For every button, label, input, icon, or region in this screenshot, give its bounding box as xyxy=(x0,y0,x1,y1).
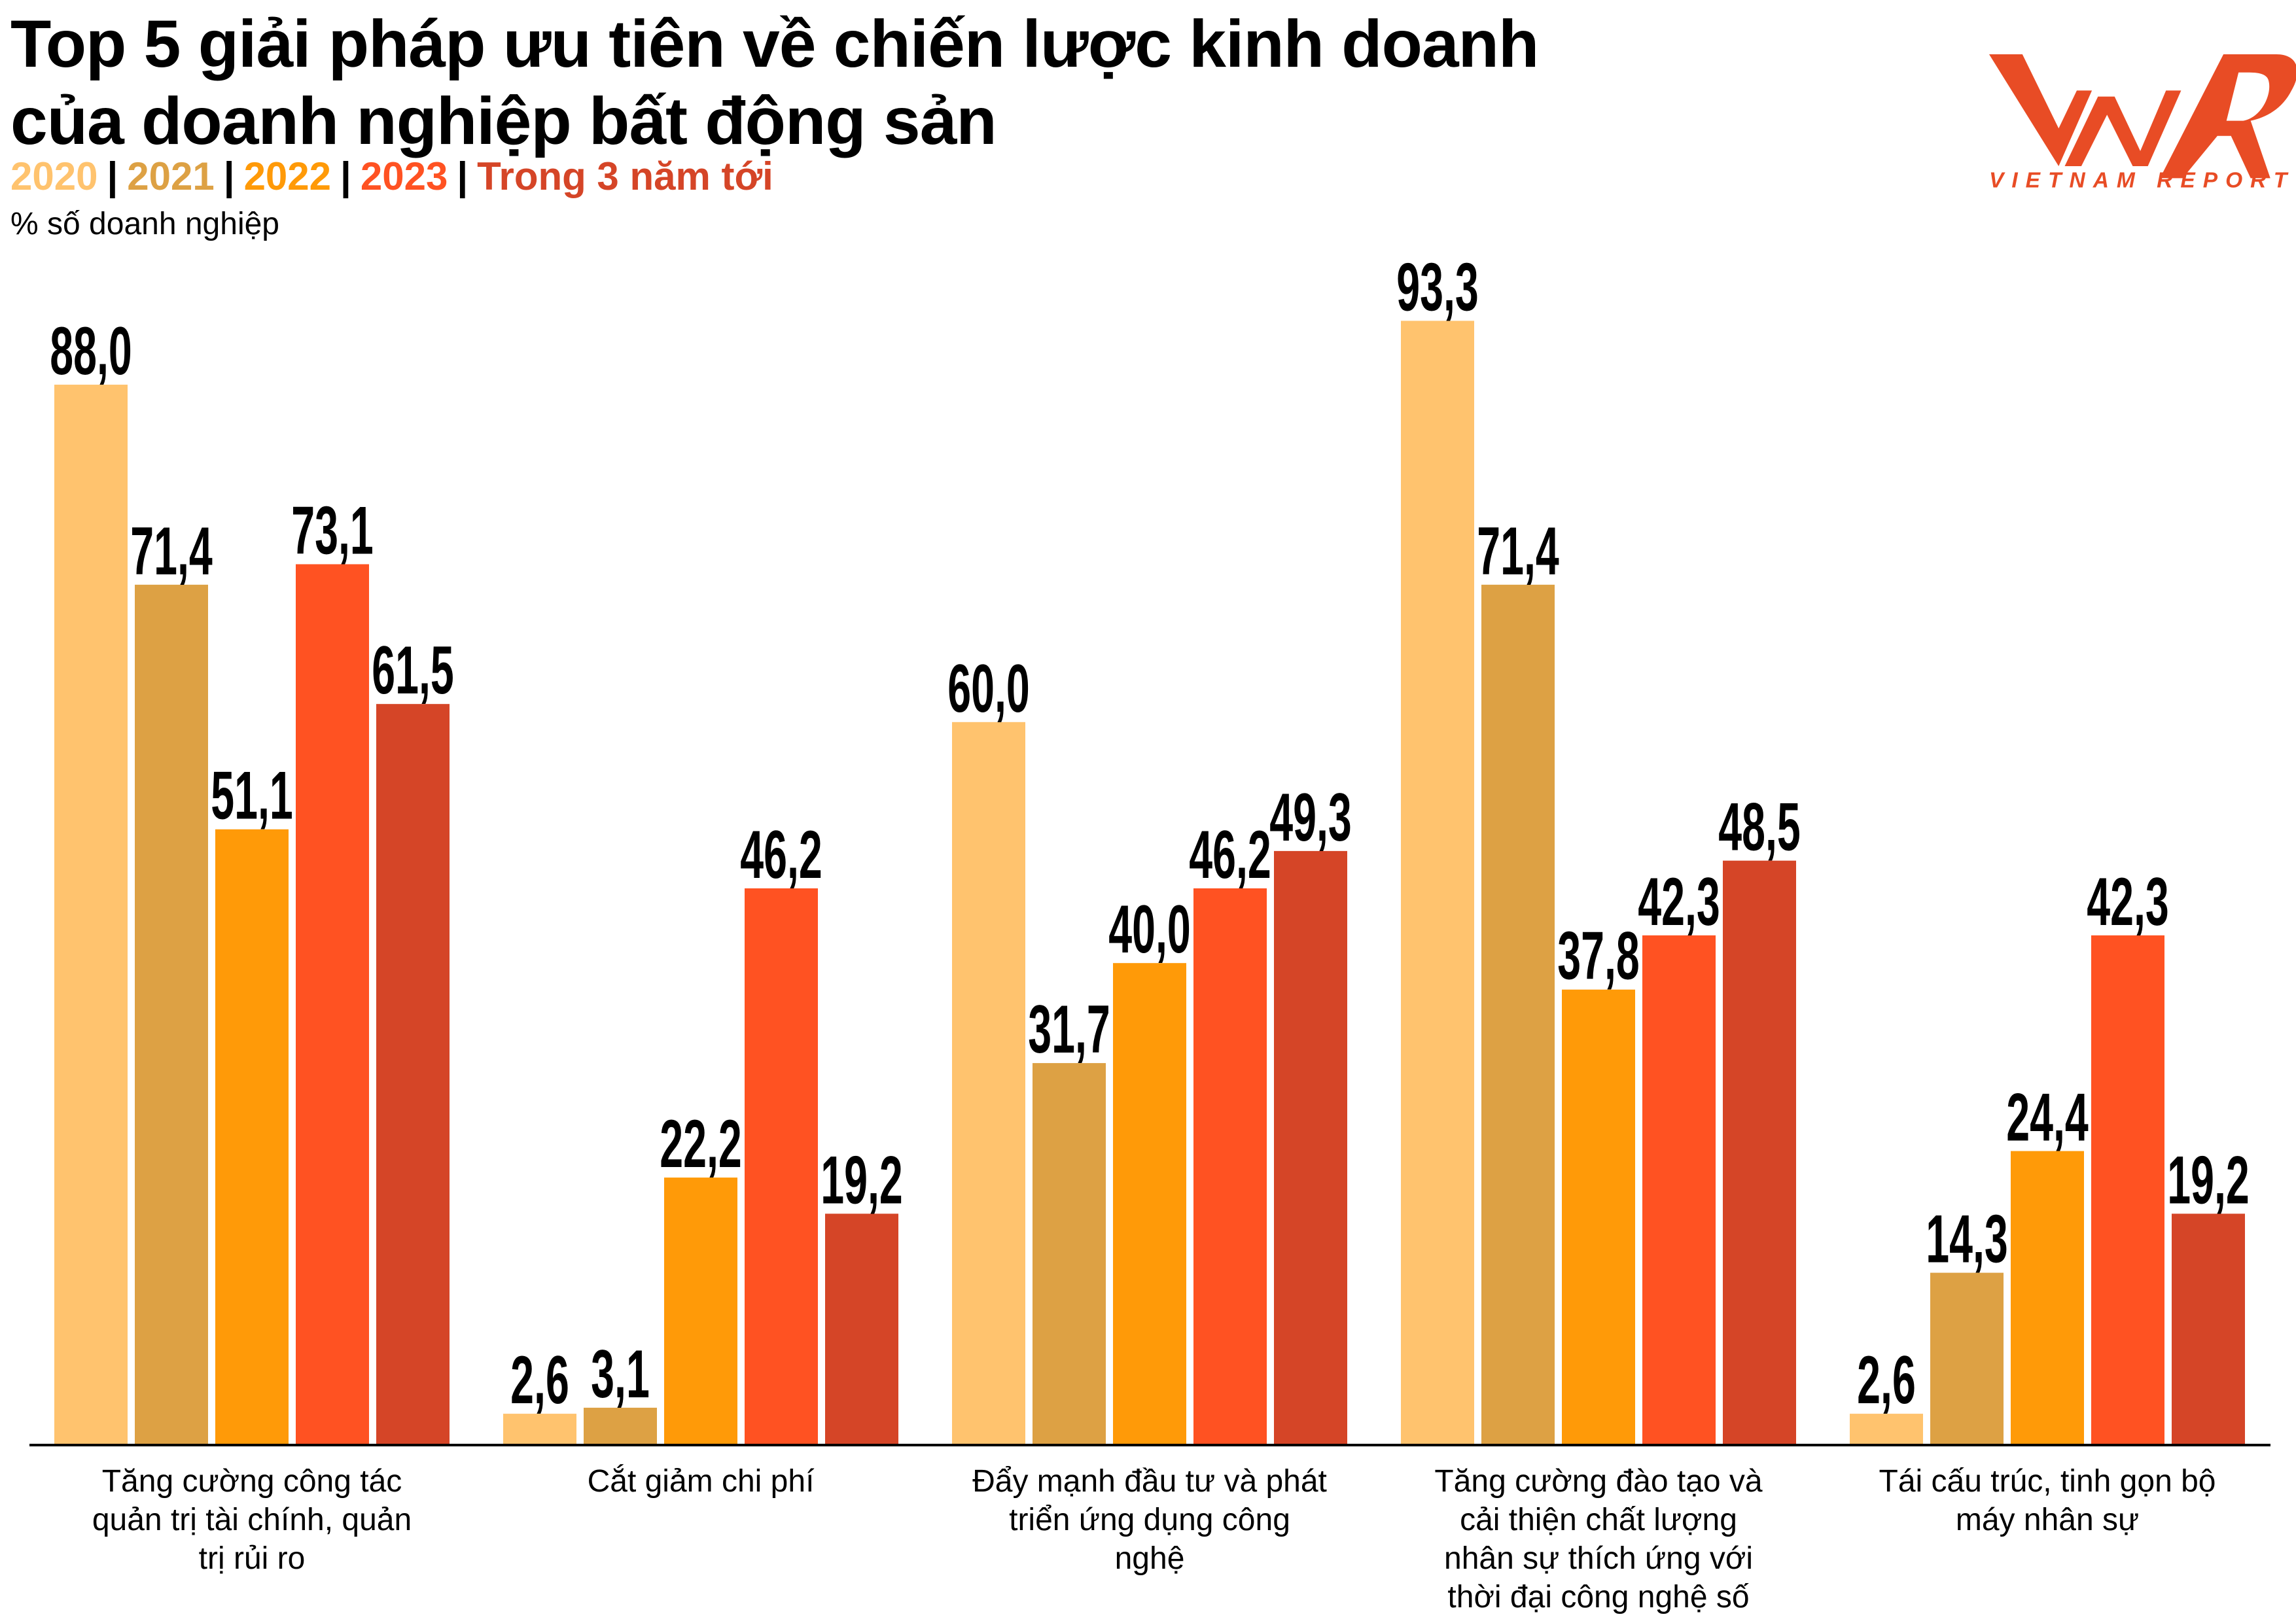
legend-separator: | xyxy=(457,154,468,198)
bar xyxy=(1033,1063,1106,1445)
legend-2021: 2021 xyxy=(127,154,215,198)
bar xyxy=(1850,1414,1923,1445)
data-label: 61,5 xyxy=(372,633,453,708)
chart-title: Top 5 giải pháp ưu tiên về chiến lược ki… xyxy=(10,5,1539,160)
data-label: 19,2 xyxy=(2167,1143,2249,1218)
category-label: Tăng cường đào tạo và xyxy=(1434,1464,1763,1499)
legend-separator: | xyxy=(107,154,118,198)
bar xyxy=(1562,989,1635,1445)
legend: 2020 | 2021 | 2022 | 2023 | Trong 3 năm tới xyxy=(10,154,773,200)
bar xyxy=(1642,935,1716,1445)
legend-next-3-years: Trong 3 năm tới xyxy=(477,154,773,198)
bar xyxy=(296,564,369,1445)
bar xyxy=(215,829,289,1445)
bar xyxy=(135,584,208,1445)
data-label: 3,1 xyxy=(591,1336,650,1412)
bar xyxy=(825,1213,898,1445)
data-label: 51,1 xyxy=(211,758,292,833)
data-label: 24,4 xyxy=(2006,1080,2088,1155)
legend-separator: | xyxy=(223,154,235,198)
data-label: 93,3 xyxy=(1396,250,1478,325)
y-axis-unit: % số doanh nghiệp xyxy=(10,207,279,241)
legend-2020: 2020 xyxy=(10,154,98,198)
bars xyxy=(54,321,2245,1445)
data-label: 37,8 xyxy=(1557,918,1639,994)
category-label: nghệ xyxy=(1115,1541,1185,1576)
vnr-logo: VIETNAM REPORT xyxy=(1989,54,2296,192)
category-label: triển ứng dụng công xyxy=(1009,1503,1290,1537)
bar xyxy=(1113,963,1186,1445)
bar xyxy=(503,1414,576,1445)
bar xyxy=(1193,888,1267,1445)
bar xyxy=(1274,850,1347,1445)
legend-2022: 2022 xyxy=(243,154,332,198)
data-label: 88,0 xyxy=(50,313,132,389)
data-label: 2,6 xyxy=(510,1343,569,1418)
data-label: 31,7 xyxy=(1028,992,1110,1068)
category-label: máy nhân sự xyxy=(1956,1503,2139,1537)
bar xyxy=(745,888,818,1445)
category-label: trị rủi ro xyxy=(199,1541,306,1576)
bar xyxy=(2091,935,2164,1445)
data-label: 40,0 xyxy=(1108,892,1190,968)
bar xyxy=(2172,1213,2245,1445)
category-label: nhân sự thích ứng với xyxy=(1444,1541,1753,1576)
category-label: thời đại công nghệ số xyxy=(1447,1580,1749,1614)
title-line-2: của doanh nghiệp bất động sản xyxy=(10,84,997,158)
title-line-1: Top 5 giải pháp ưu tiên về chiến lược ki… xyxy=(10,7,1539,81)
bar xyxy=(1401,321,1474,1445)
data-label: 22,2 xyxy=(660,1107,741,1182)
bar xyxy=(952,722,1025,1445)
bar xyxy=(584,1407,657,1445)
category-label: quản trị tài chính, quản xyxy=(92,1503,412,1537)
data-label: 49,3 xyxy=(1269,780,1351,855)
bar xyxy=(664,1178,737,1445)
legend-separator: | xyxy=(340,154,351,198)
bar xyxy=(376,704,450,1445)
data-label: 42,3 xyxy=(1638,864,1720,939)
bar xyxy=(2011,1151,2084,1445)
data-label: 60,0 xyxy=(947,651,1029,726)
category-label: Tăng cường công tác xyxy=(102,1464,402,1499)
data-label: 73,1 xyxy=(291,493,373,568)
category-label: cải thiện chất lượng xyxy=(1460,1503,1737,1537)
data-label: 71,4 xyxy=(1477,514,1559,589)
data-label: 46,2 xyxy=(740,817,822,892)
data-label: 14,3 xyxy=(1926,1202,2007,1277)
data-label: 48,5 xyxy=(1718,790,1800,865)
data-label: 46,2 xyxy=(1189,817,1271,892)
category-label: Đẩy mạnh đầu tư và phát xyxy=(972,1464,1327,1499)
legend-2023: 2023 xyxy=(360,154,448,198)
data-label: 42,3 xyxy=(2087,864,2168,939)
data-label: 19,2 xyxy=(821,1143,902,1218)
logo-text: VIETNAM REPORT xyxy=(1989,168,2295,192)
bar xyxy=(54,385,128,1445)
data-label: 71,4 xyxy=(130,514,212,589)
value-labels: 88,0 71,4 51,1 73,1 61,5 2,6 3,1 22,2 46,2 19,2 60… xyxy=(50,250,2249,1418)
category-labels: Tăng cường công tác quản trị tài chính, q… xyxy=(92,1463,2216,1614)
bar xyxy=(1481,584,1555,1445)
category-label: Cắt giảm chi phí xyxy=(588,1463,815,1499)
bar xyxy=(1930,1272,2004,1445)
category-label: Tái cấu trúc, tinh gọn bộ xyxy=(1879,1464,2216,1499)
data-label: 2,6 xyxy=(1857,1343,1916,1418)
bar xyxy=(1723,860,1796,1445)
